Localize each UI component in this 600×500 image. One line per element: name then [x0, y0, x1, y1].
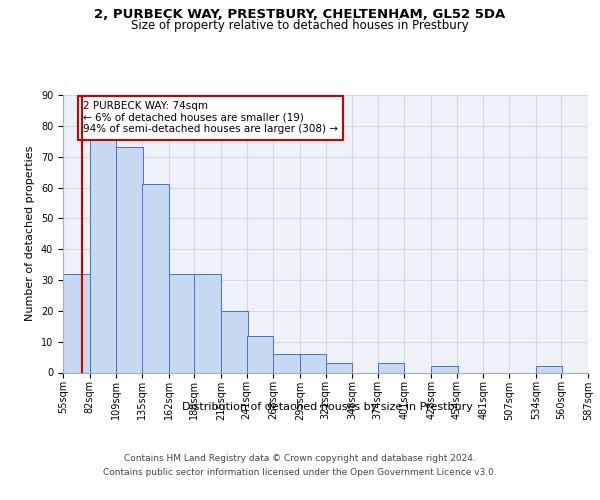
- Bar: [142, 184, 169, 372]
- Bar: [300, 354, 326, 372]
- Bar: [194, 274, 221, 372]
- Text: 2 PURBECK WAY: 74sqm
← 6% of detached houses are smaller (19)
94% of semi-detach: 2 PURBECK WAY: 74sqm ← 6% of detached ho…: [83, 101, 338, 134]
- Bar: [63, 274, 89, 372]
- Bar: [221, 311, 248, 372]
- Bar: [247, 336, 273, 372]
- Bar: [378, 363, 404, 372]
- Text: Size of property relative to detached houses in Prestbury: Size of property relative to detached ho…: [131, 19, 469, 32]
- Y-axis label: Number of detached properties: Number of detached properties: [25, 146, 35, 322]
- Text: Distribution of detached houses by size in Prestbury: Distribution of detached houses by size …: [182, 402, 472, 412]
- Bar: [325, 363, 352, 372]
- Text: Contains public sector information licensed under the Open Government Licence v3: Contains public sector information licen…: [103, 468, 497, 477]
- Bar: [536, 366, 562, 372]
- Text: Contains HM Land Registry data © Crown copyright and database right 2024.: Contains HM Land Registry data © Crown c…: [124, 454, 476, 463]
- Bar: [273, 354, 300, 372]
- Bar: [89, 138, 116, 372]
- Text: 2, PURBECK WAY, PRESTBURY, CHELTENHAM, GL52 5DA: 2, PURBECK WAY, PRESTBURY, CHELTENHAM, G…: [94, 8, 506, 20]
- Bar: [169, 274, 195, 372]
- Bar: [431, 366, 458, 372]
- Bar: [116, 148, 143, 372]
